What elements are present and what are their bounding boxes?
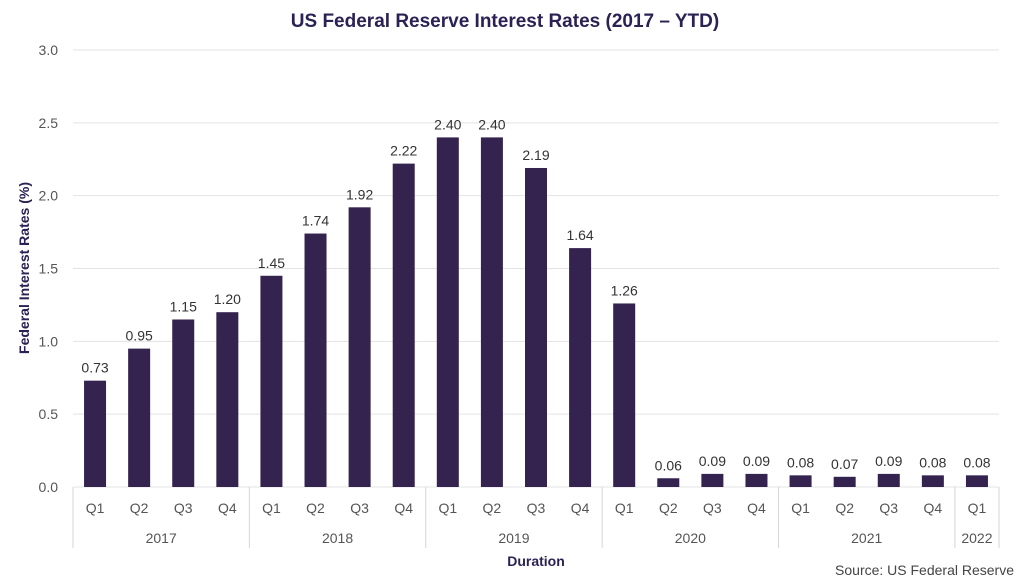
bar [877,473,900,487]
x-group-label: 2022 [961,530,992,546]
bar [525,167,547,488]
bar [128,348,151,487]
x-tick-label: Q2 [483,500,502,516]
data-label: 2.40 [434,116,461,132]
data-label: 0.73 [81,360,108,376]
data-label: 0.09 [875,453,902,469]
data-label: 1.45 [258,255,285,271]
y-tick-label: 0.0 [39,479,59,495]
bar [436,137,459,487]
y-axis-title: Federal Interest Rates (%) [16,182,32,354]
bar [921,475,944,487]
data-label: 0.08 [919,454,946,470]
x-group-label: 2018 [322,530,353,546]
x-tick-label: Q3 [350,500,369,516]
x-group-label: 2017 [146,530,177,546]
x-tick-label: Q2 [306,500,325,516]
x-tick-label: Q1 [968,500,987,516]
bar [216,312,239,487]
y-tick-label: 2.0 [39,188,59,204]
x-tick-label: Q2 [130,500,149,516]
x-tick-label: Q4 [571,500,590,516]
x-tick-label: Q4 [218,500,237,516]
bar [833,476,856,487]
bar [789,475,812,487]
x-tick-label: Q1 [791,500,810,516]
x-group-label: 2019 [498,530,529,546]
chart-title: US Federal Reserve Interest Rates (2017 … [291,11,719,32]
bar [260,275,283,487]
bar [657,478,680,487]
data-label: 1.26 [611,282,638,298]
x-tick-label: Q1 [438,500,457,516]
bar [172,319,195,487]
bar [569,248,592,487]
x-tick-label: Q3 [174,500,193,516]
bar [965,475,988,487]
x-tick-label: Q4 [394,500,413,516]
data-label: 2.19 [522,147,549,163]
x-group-label: 2021 [851,530,882,546]
x-tick-label: Q1 [615,500,634,516]
x-tick-label: Q2 [835,500,854,516]
x-tick-label: Q3 [527,500,546,516]
bar [84,380,107,487]
data-label: 2.40 [478,116,505,132]
x-tick-label: Q2 [659,500,678,516]
data-labels: 0.73 0.95 1.15 1.20 1.45 1.74 1.92 2.22 2.40 2.40… [81,116,990,473]
data-label: 1.74 [302,213,329,229]
data-label: 1.92 [346,186,373,202]
data-label: 0.09 [743,453,770,469]
data-label: 0.06 [655,457,682,473]
x-tick-label: Q1 [86,500,105,516]
data-label: 0.08 [963,454,990,470]
x-tick-label: Q1 [262,500,281,516]
source-note: Source: US Federal Reserve [835,562,1014,578]
bar [392,163,415,487]
bars [84,137,988,488]
data-label: 1.20 [214,291,241,307]
data-label: 0.08 [787,454,814,470]
bar [348,207,371,487]
data-label: 2.22 [390,143,417,159]
bar [613,303,636,487]
x-axis-title: Duration [507,553,565,569]
bar [480,137,503,487]
y-tick-label: 3.0 [39,42,59,58]
data-label: 0.95 [126,328,153,344]
data-label: 0.07 [831,456,858,472]
x-tick-label: Q4 [747,500,766,516]
bar [701,473,724,487]
data-label: 1.15 [170,298,197,314]
y-tick-label: 0.5 [39,406,59,422]
y-tick-label: 1.0 [39,333,59,349]
bar [304,233,327,487]
y-tick-label: 2.5 [39,115,59,131]
data-label: 0.09 [699,453,726,469]
data-label: 1.64 [566,227,593,243]
x-tick-label: Q3 [703,500,722,516]
x-tick-label: Q4 [924,500,943,516]
y-axis-ticks: 0.0 0.5 1.0 1.5 2.0 2.5 3.0 [39,42,59,495]
x-group-label: 2020 [675,530,706,546]
bar [745,473,768,487]
y-tick-label: 1.5 [39,261,59,277]
x-axis: Q1 Q2 Q3 Q4 Q1 Q2 Q3 Q4 Q1 Q2 Q3 Q4 Q1 Q2 Q3 Q4 Q1 Q2 Q3 Q4… [72,487,1000,548]
x-tick-label: Q3 [879,500,898,516]
